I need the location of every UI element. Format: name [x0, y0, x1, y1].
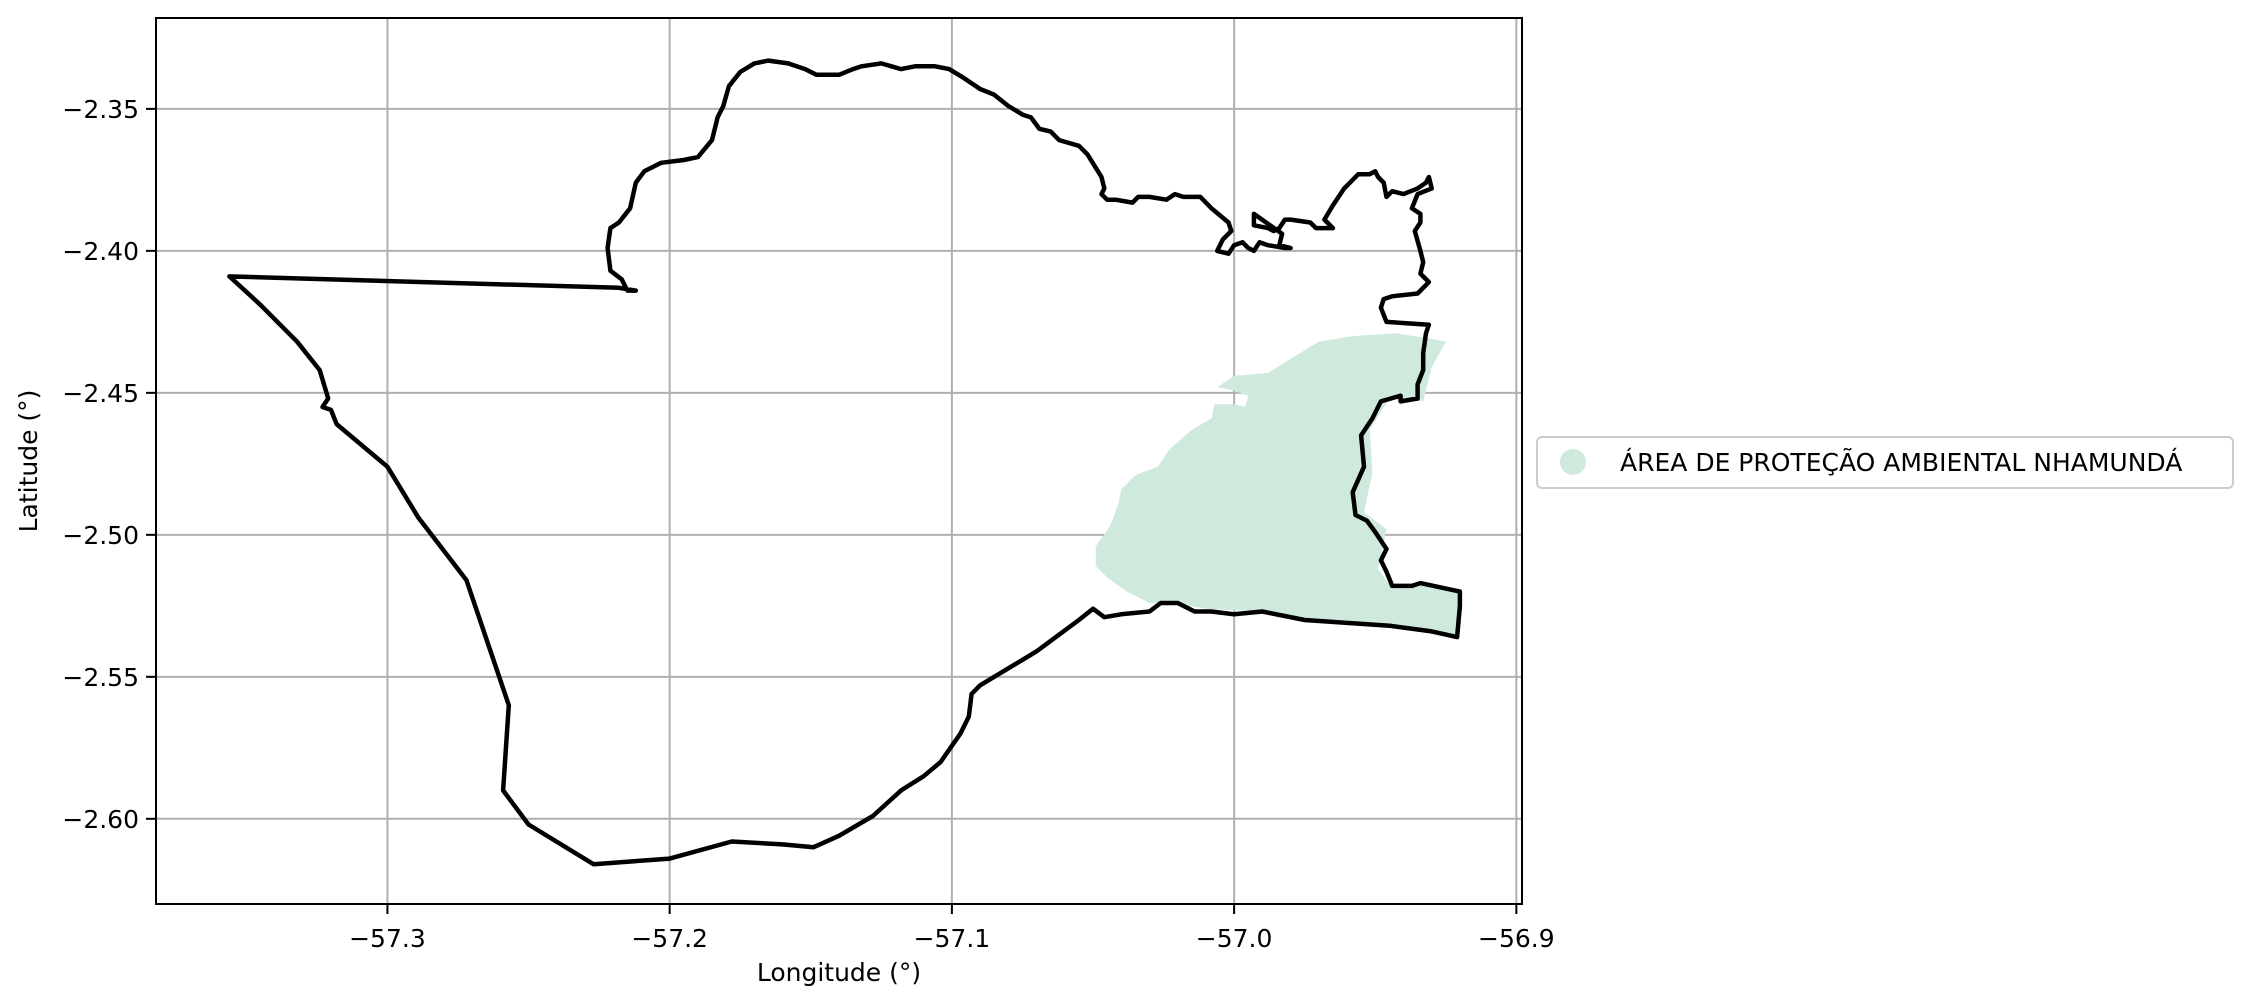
- municipality-boundary-line: [227, 58, 1463, 867]
- protected-area-polygon: [1095, 333, 1460, 638]
- y-tick-label: −2.55: [62, 663, 139, 692]
- legend-marker-icon: [1560, 449, 1586, 475]
- x-tick-label: −56.9: [1478, 924, 1555, 953]
- y-tick-label: −2.45: [62, 379, 139, 408]
- y-tick-label: −2.40: [62, 237, 139, 266]
- legend-frame: [1536, 436, 2234, 489]
- y-tick-label: −2.50: [62, 521, 139, 550]
- x-tick-label: −57.1: [914, 924, 991, 953]
- x-axis-ticks: −57.3 −57.2 −57.1 −57.0 −56.9: [349, 904, 1555, 953]
- x-tick-label: −57.3: [349, 924, 426, 953]
- y-tick-label: −2.35: [62, 95, 139, 124]
- y-tick-label: −2.60: [62, 805, 139, 834]
- y-axis-title: Latitude (°): [14, 390, 43, 533]
- plot-area: [155, 17, 1523, 905]
- y-axis-ticks: −2.35 −2.40 −2.45 −2.50 −2.55 −2.60: [62, 95, 156, 834]
- x-axis-title: Longitude (°): [757, 958, 921, 987]
- x-tick-label: −57.2: [631, 924, 708, 953]
- legend-label: ÁREA DE PROTEÇÃO AMBIENTAL NHAMUNDÁ: [1620, 447, 2182, 477]
- x-tick-label: −57.0: [1196, 924, 1273, 953]
- axes-frame: [155, 17, 1523, 905]
- legend: ÁREA DE PROTEÇÃO AMBIENTAL NHAMUNDÁ: [1536, 436, 2234, 489]
